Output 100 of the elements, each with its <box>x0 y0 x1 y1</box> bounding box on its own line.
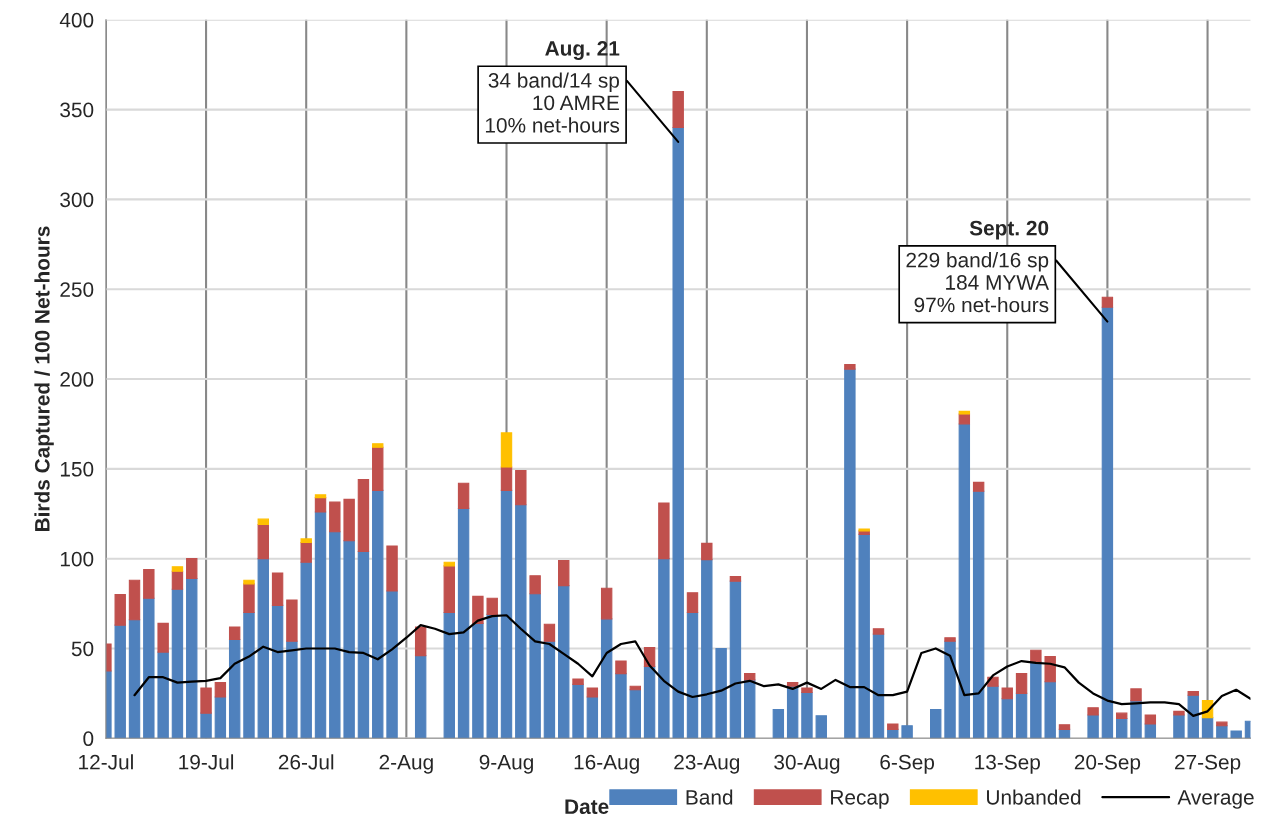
x-tick-label: 30-Aug <box>774 754 840 774</box>
bar <box>801 691 813 739</box>
bar <box>128 579 141 621</box>
bar <box>629 689 641 739</box>
bar <box>143 597 155 739</box>
bar <box>930 709 942 739</box>
annotation: Aug. 21 <box>545 41 620 60</box>
bar <box>357 479 370 553</box>
bar <box>1216 721 1228 727</box>
bar <box>372 446 384 491</box>
bar <box>243 579 255 585</box>
bar <box>558 559 570 587</box>
bar <box>529 575 541 595</box>
bar <box>715 647 727 739</box>
bar <box>944 637 956 642</box>
x-axis-title: Date <box>565 799 609 814</box>
bar <box>872 628 885 635</box>
bar <box>414 626 427 657</box>
bar <box>186 577 198 739</box>
bar <box>343 498 355 542</box>
bar <box>572 678 584 685</box>
bar <box>958 423 971 739</box>
bar <box>372 443 384 448</box>
x-tick-label: 16-Aug <box>574 754 639 774</box>
bar <box>343 540 355 739</box>
bar <box>228 638 241 739</box>
bar <box>1101 296 1114 308</box>
bar <box>443 561 455 567</box>
bar <box>472 595 484 624</box>
y-tick-label: 0 <box>83 731 94 747</box>
bar <box>1130 700 1142 739</box>
y-tick-label: 400 <box>59 12 94 28</box>
y-axis-title: Birds Captured / 100 Net-hours <box>34 226 54 532</box>
bar <box>772 709 785 739</box>
legend-label: Average <box>1177 790 1254 809</box>
bar <box>171 588 184 739</box>
y-tick-label: 150 <box>60 461 94 477</box>
bar <box>271 572 284 606</box>
bar <box>257 518 269 526</box>
bar <box>515 504 527 739</box>
bar <box>744 679 756 739</box>
bar <box>243 612 255 739</box>
bar <box>1001 698 1013 739</box>
bar <box>257 558 269 739</box>
bar <box>157 622 169 653</box>
bar <box>300 561 312 739</box>
bar <box>1187 694 1199 739</box>
bar <box>844 364 856 370</box>
bar <box>515 470 527 506</box>
bar <box>1087 714 1099 739</box>
bar <box>944 640 956 739</box>
bar <box>1173 710 1185 716</box>
bar <box>329 531 341 739</box>
bar <box>1187 691 1199 696</box>
bar <box>1015 673 1028 694</box>
bar <box>500 466 513 491</box>
line-series <box>133 614 1251 717</box>
x-tick-label: 27-Sep <box>1175 754 1241 774</box>
bar <box>672 127 684 739</box>
x-tick-label: 13-Sep <box>975 754 1040 774</box>
y-tick-label: 350 <box>60 102 94 118</box>
bar <box>672 91 684 129</box>
bar <box>815 715 827 739</box>
bar <box>958 410 971 415</box>
x-tick-label: 6-Sep <box>880 754 935 774</box>
bar <box>1044 681 1056 739</box>
bar <box>286 640 298 739</box>
annotation: 34 band/14 sp 10 AMRE 10% net-hours <box>485 72 620 133</box>
bar <box>486 597 498 615</box>
bar <box>1030 661 1042 739</box>
x-tick-label: 9-Aug <box>479 754 533 774</box>
bar <box>1130 688 1142 702</box>
bar <box>200 687 212 714</box>
bar <box>543 623 556 642</box>
bar <box>243 583 255 614</box>
bar <box>386 545 398 592</box>
bar <box>472 622 484 739</box>
bar <box>228 626 241 641</box>
bar <box>901 725 913 739</box>
bar <box>200 712 212 739</box>
bar <box>1216 725 1228 739</box>
x-tick-label: 26-Jul <box>278 754 334 770</box>
bar <box>114 594 126 626</box>
bar <box>972 490 985 739</box>
bar <box>1087 707 1099 716</box>
bar <box>1144 714 1157 725</box>
bar <box>1001 687 1013 700</box>
bar <box>171 566 184 572</box>
y-tick-label: 300 <box>60 192 94 208</box>
bar <box>500 489 513 739</box>
bar <box>529 593 541 739</box>
bar <box>572 683 584 739</box>
bar <box>1030 649 1042 663</box>
y-tick-label: 200 <box>60 372 94 387</box>
bar <box>729 580 742 739</box>
x-tick-label: 23-Aug <box>674 754 740 774</box>
bar <box>171 570 184 590</box>
bar <box>186 558 198 579</box>
bar <box>558 585 570 739</box>
bar <box>128 619 141 739</box>
